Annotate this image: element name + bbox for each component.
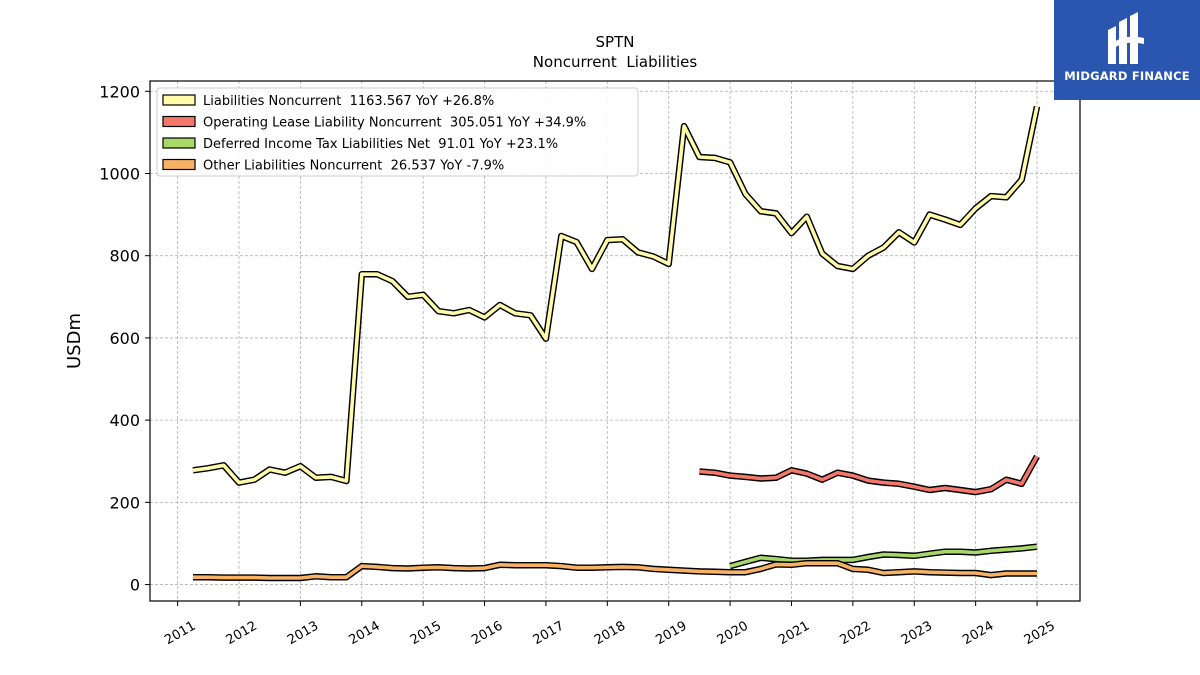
series-line — [193, 561, 1037, 580]
x-tick-label: 2017 — [531, 619, 567, 649]
series-2 — [729, 543, 1038, 570]
y-tick-label: 600 — [109, 329, 140, 348]
legend-swatch — [162, 115, 196, 128]
chart-title: SPTN — [596, 33, 635, 51]
series-lines — [192, 105, 1041, 582]
x-tick-label: 2014 — [346, 619, 382, 649]
series-1 — [699, 454, 1040, 496]
legend-swatch — [162, 94, 196, 106]
series-0 — [192, 105, 1041, 486]
x-tick-label: 2022 — [838, 619, 874, 649]
x-tick-label: 2023 — [899, 619, 935, 649]
legend-label: Operating Lease Liability Noncurrent 305… — [203, 116, 586, 131]
chart-subtitle: Noncurrent Liabilities — [533, 53, 698, 71]
y-axis-label: USDm — [64, 313, 85, 369]
series-line — [729, 544, 1038, 568]
x-tick-label: 2025 — [1022, 619, 1058, 649]
legend: Liabilities Noncurrent 1163.567 YoY +26.… — [156, 87, 639, 177]
series-outline — [699, 454, 1040, 496]
series-line — [192, 106, 1039, 485]
logo-text: MIDGARD FINANCE — [1064, 69, 1190, 83]
x-tick-label: 2015 — [408, 619, 444, 649]
y-tick-label: 1200 — [99, 82, 140, 101]
x-tick-label: 2024 — [960, 619, 996, 649]
series-3 — [193, 559, 1037, 582]
brand-logo: MIDGARD FINANCE — [1054, 0, 1200, 100]
x-tick-label: 2013 — [285, 619, 321, 649]
legend-label: Other Liabilities Noncurrent 26.537 YoY … — [203, 159, 504, 174]
y-tick-label: 1000 — [99, 164, 140, 183]
x-tick-label: 2021 — [776, 619, 812, 649]
legend-swatch — [162, 137, 196, 149]
legend-box — [156, 87, 639, 177]
logo-mark-icon — [1108, 12, 1144, 64]
x-tick-label: 2019 — [653, 619, 689, 649]
legend-swatch — [162, 158, 196, 171]
x-tick-label: 2020 — [715, 619, 751, 649]
legend-label: Deferred Income Tax Liabilities Net 91.0… — [203, 137, 558, 152]
series-line — [699, 455, 1039, 494]
x-tick-label: 2011 — [162, 619, 198, 649]
x-tick-label: 2012 — [224, 619, 260, 649]
y-tick-label: 0 — [130, 576, 140, 595]
y-tick-label: 200 — [109, 493, 140, 512]
plot-frame — [149, 80, 1081, 602]
y-tick-label: 400 — [109, 411, 140, 430]
x-tick-label: 2016 — [469, 619, 505, 649]
x-tick-label: 2018 — [592, 619, 628, 649]
y-tick-label: 800 — [109, 247, 140, 266]
legend-label: Liabilities Noncurrent 1163.567 YoY +26.… — [203, 94, 494, 109]
